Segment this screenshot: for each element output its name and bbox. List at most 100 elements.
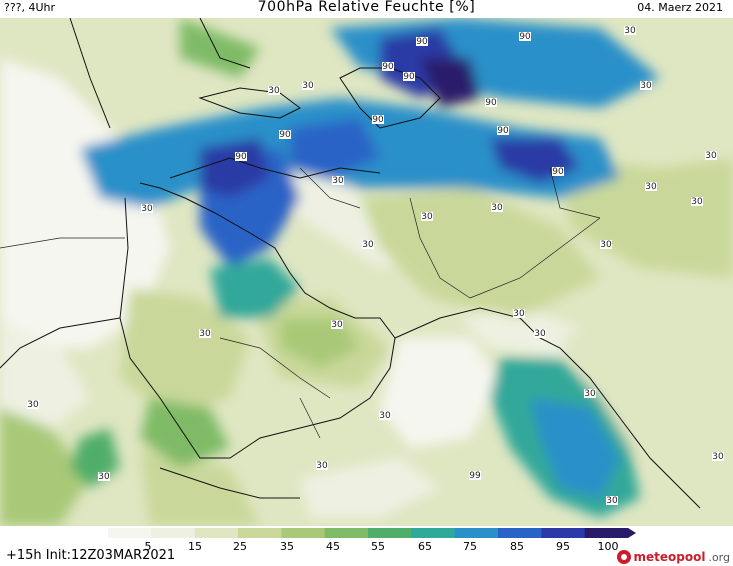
- contour-label: 90: [416, 37, 428, 47]
- contour-label: 30: [584, 389, 596, 399]
- contour-label: 30: [199, 329, 211, 339]
- colorbar-tick-label: 95: [556, 540, 570, 553]
- contour-label-background: [485, 98, 497, 107]
- contour-label-background: [372, 115, 384, 124]
- contour-label-background: [379, 411, 391, 420]
- contour-label: 30: [534, 329, 546, 339]
- contour-label: 30: [332, 176, 344, 186]
- contour-label-background: [640, 81, 652, 90]
- colorbar-segment: [454, 528, 499, 538]
- contour-label: 90: [382, 62, 394, 72]
- colorbar-tick-label: 65: [418, 540, 432, 553]
- location-pin-icon: [616, 550, 631, 564]
- colorbar-segment: [541, 528, 586, 538]
- colorbar-tick-label: 85: [510, 540, 524, 553]
- contour-label-background: [552, 167, 564, 176]
- colorbar-segment: [584, 528, 629, 538]
- contour-label-background: [302, 81, 314, 90]
- contour-label-background: [584, 389, 596, 398]
- contour-label-background: [141, 204, 153, 213]
- contour-label: 30: [624, 26, 636, 36]
- contour-label-background: [268, 86, 280, 95]
- contour-label: 30: [421, 212, 433, 222]
- colorbar-tick-label: 100: [597, 540, 619, 553]
- contour-label: 99: [469, 471, 481, 481]
- contour-label-background: [332, 176, 344, 185]
- contour-label: 30: [331, 320, 343, 330]
- contour-label: 30: [362, 240, 374, 250]
- colorbar-segment: [238, 528, 282, 538]
- contour-label-background: [27, 400, 39, 409]
- contour-label: 90: [485, 98, 497, 108]
- contour-label: 30: [600, 240, 612, 250]
- footer-area: 5 15 25 35 45 55 65 75 85 95 100 +15h Init:12Z03MA…: [0, 526, 733, 566]
- contour-label: 30: [379, 411, 391, 421]
- contour-label-background: [362, 240, 374, 249]
- contour-label-background: [469, 471, 481, 480]
- humidity-map: 30 90 90 90 90 90 30 30 30 30 30 30 30 30 30 30 30 30 30 30…: [0, 18, 733, 526]
- contour-label: 90: [403, 72, 415, 82]
- contour-label-background: [279, 130, 291, 139]
- valid-date: 04. Maerz 2021: [637, 1, 723, 14]
- contour-label: 90: [372, 115, 384, 125]
- contour-label-background: [712, 452, 724, 461]
- contour-label-background: [497, 126, 509, 135]
- contour-label: 30: [98, 472, 110, 482]
- contour-label-background: [316, 461, 328, 470]
- contour-label-background: [416, 37, 428, 46]
- contour-label-background: [98, 472, 110, 481]
- borders: [0, 167, 601, 439]
- valid-time-label: ???, 4Uhr: [4, 1, 56, 14]
- colorbar-tick-label: 25: [233, 540, 247, 553]
- contour-label-layer: 30 90 90 90 90 90 30 30 30 30 30 30 30 30 30 30 30 30 30 30…: [27, 26, 724, 506]
- map-title: 700hPa Relative Feuchte [%]: [257, 0, 476, 15]
- contour-label-background: [331, 320, 343, 329]
- brand-logo[interactable]: meteopool .org: [616, 550, 730, 564]
- colorbar-segment: [411, 528, 456, 538]
- contour-label-background: [600, 240, 612, 249]
- colorbar-tick-label: 45: [326, 540, 340, 553]
- contour-label: 30: [491, 203, 503, 213]
- contour-label: 30: [606, 496, 618, 506]
- contour-label-background: [519, 32, 531, 41]
- contour-label: 90: [235, 152, 247, 162]
- colorbar-segment: [108, 528, 152, 538]
- contour-label: 30: [705, 151, 717, 161]
- contour-label-background: [534, 329, 546, 338]
- contour-label-background: [491, 203, 503, 212]
- contour-label-background: [403, 72, 415, 81]
- colorbar-segment: [324, 528, 369, 538]
- contour-label-background: [421, 212, 433, 221]
- contour-label: 30: [513, 309, 525, 319]
- colorbar-segment: [151, 528, 196, 538]
- humidity-field: [0, 18, 733, 526]
- contour-label-background: [235, 152, 247, 161]
- contour-label: 30: [645, 182, 657, 192]
- header-bar: ???, 4Uhr 700hPa Relative Feuchte [%] 04…: [0, 0, 733, 18]
- contour-label: 90: [519, 32, 531, 42]
- contour-label: 30: [691, 197, 703, 207]
- contour-label: 30: [268, 86, 280, 96]
- contour-label: 30: [141, 204, 153, 214]
- colorbar-arrow: [628, 528, 636, 538]
- colorbar-tick-label: 55: [371, 540, 385, 553]
- colorbar-ticks: 5 15 25 35 45 55 65 75 85 95 100: [0, 540, 733, 554]
- contour-label-background: [645, 182, 657, 191]
- contour-label-background: [382, 62, 394, 71]
- contour-label: 90: [497, 126, 509, 136]
- contour-label-background: [691, 197, 703, 206]
- contour-label: 30: [302, 81, 314, 91]
- coastlines: [0, 18, 701, 509]
- brand-tld: .org: [708, 550, 730, 564]
- contour-label: 30: [712, 452, 724, 462]
- contour-label-background: [199, 329, 211, 338]
- colorbar-segment: [281, 528, 326, 538]
- colorbar-tick-label: 75: [463, 540, 477, 553]
- colorbar-tick-label: 5: [144, 540, 152, 553]
- contour-label-background: [705, 151, 717, 160]
- contour-label-background: [513, 309, 525, 318]
- contour-label: 90: [552, 167, 564, 177]
- contour-label-background: [624, 26, 636, 35]
- colorbar-segment: [498, 528, 542, 538]
- colorbar-segment: [368, 528, 412, 538]
